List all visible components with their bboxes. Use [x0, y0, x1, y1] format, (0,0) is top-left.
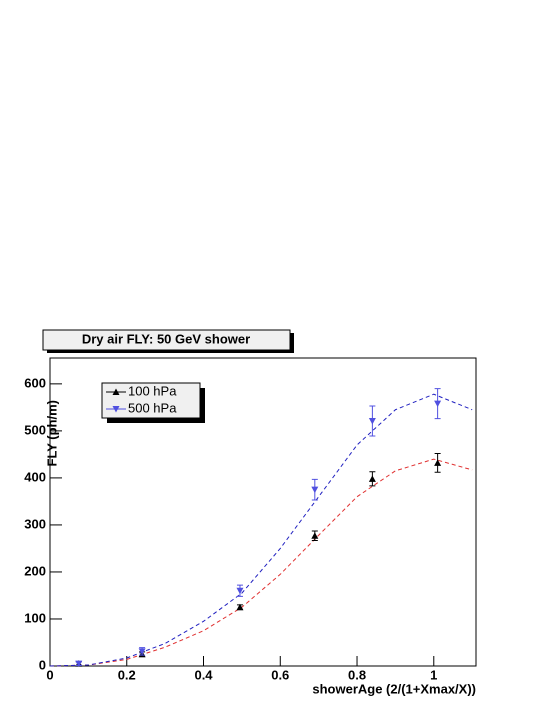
- marker: [311, 532, 319, 539]
- y-tick-label: 100: [24, 610, 46, 625]
- y-axis-label: FLY (ph/m): [44, 400, 59, 466]
- marker: [138, 648, 146, 655]
- legend-marker: [112, 388, 120, 395]
- x-tick-label: 0: [46, 667, 53, 682]
- plot-frame: [49, 357, 477, 667]
- x-tick-label: 0.2: [118, 667, 136, 682]
- title-box: [42, 329, 291, 351]
- y-tick-label: 400: [24, 469, 46, 484]
- x-tick-label: 0.8: [348, 667, 366, 682]
- y-tick-label: 500: [24, 422, 46, 437]
- marker: [75, 660, 83, 668]
- marker: [434, 400, 442, 408]
- fit-curve: [49, 458, 473, 667]
- y-tick-label: 200: [24, 563, 46, 578]
- chart-title: Dry air FLY: 50 GeV shower: [82, 331, 250, 346]
- fit-curve: [49, 393, 473, 667]
- y-tick-label: 0: [39, 657, 46, 672]
- legend-label: 100 hPa: [128, 383, 177, 398]
- marker: [368, 418, 376, 425]
- x-tick-label: 0.4: [194, 667, 213, 682]
- legend-marker: [112, 406, 120, 413]
- legend-label: 500 hPa: [128, 400, 177, 415]
- marker: [368, 475, 376, 482]
- y-tick-label: 300: [24, 516, 46, 531]
- marker: [311, 486, 319, 494]
- marker: [236, 587, 244, 595]
- marker: [434, 459, 442, 466]
- x-tick-label: 0.6: [271, 667, 289, 682]
- x-tick-label: 1: [430, 667, 437, 682]
- y-tick-label: 600: [24, 375, 46, 390]
- legend-box: [101, 382, 201, 419]
- x-axis-label: showerAge (2/(1+Xmax/X)): [312, 681, 476, 696]
- marker: [236, 603, 244, 611]
